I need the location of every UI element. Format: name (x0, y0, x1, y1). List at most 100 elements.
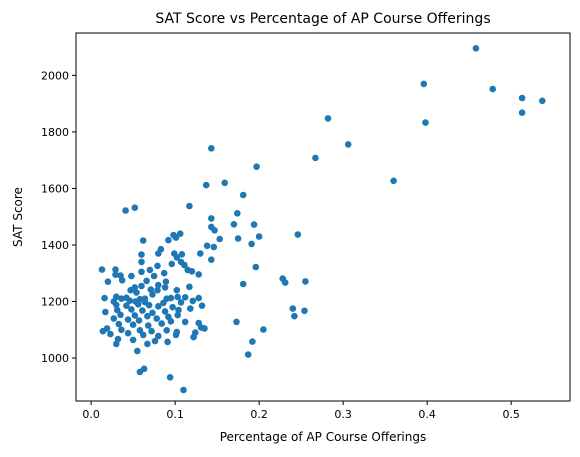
data-point (145, 322, 152, 329)
data-point (188, 268, 196, 275)
data-point (244, 351, 252, 358)
data-point (518, 109, 526, 116)
data-point (138, 251, 145, 258)
data-point (201, 325, 208, 332)
data-point (216, 235, 223, 243)
data-point (260, 326, 267, 333)
data-point (153, 315, 160, 322)
data-point (249, 338, 256, 345)
points-layer (98, 45, 546, 394)
data-point (198, 302, 206, 310)
x-tick-label: 0.1 (166, 408, 184, 421)
x-tick-label: 0.5 (502, 408, 520, 421)
data-point (422, 119, 429, 126)
data-point (149, 309, 156, 317)
data-point (210, 243, 218, 251)
data-point (143, 277, 150, 285)
data-point (181, 261, 188, 269)
data-point (138, 282, 145, 290)
data-point (98, 266, 106, 273)
data-point (163, 327, 170, 334)
data-point (110, 315, 118, 322)
data-point (131, 312, 139, 319)
y-tick-label: 2000 (41, 69, 69, 82)
data-point (181, 294, 189, 301)
data-point (127, 286, 134, 294)
data-point (123, 302, 130, 310)
data-point (175, 306, 182, 314)
data-point (139, 237, 147, 244)
x-axis-label: Percentage of AP Course Offerings (220, 430, 427, 444)
data-point (129, 321, 137, 329)
data-point (160, 299, 167, 307)
plot-area (76, 33, 570, 401)
data-point (145, 301, 153, 309)
data-point (134, 347, 141, 355)
x-tick-label: 0.4 (418, 408, 436, 421)
y-tick-label: 1200 (41, 296, 69, 309)
data-point (135, 317, 143, 324)
data-point (187, 305, 194, 312)
y-tick-label: 1000 (41, 352, 69, 365)
data-point (155, 250, 162, 257)
data-point (180, 386, 187, 394)
data-point (112, 271, 119, 279)
data-point (128, 306, 135, 313)
data-point (118, 295, 125, 303)
data-point (139, 331, 147, 339)
data-point (177, 299, 185, 306)
data-point (118, 277, 126, 284)
data-point (250, 221, 258, 228)
data-point (160, 269, 168, 277)
data-point (138, 258, 145, 266)
data-point (124, 316, 132, 323)
data-point (162, 278, 170, 286)
data-point (539, 97, 546, 105)
data-point (107, 330, 114, 338)
data-point (195, 294, 202, 302)
data-point (134, 301, 142, 308)
data-point (172, 234, 180, 241)
data-point (144, 312, 151, 320)
data-point (255, 233, 263, 240)
data-point (161, 308, 169, 315)
y-tick-label: 1400 (41, 239, 69, 252)
y-tick-label: 1600 (41, 182, 69, 195)
y-tick-label: 1800 (41, 126, 69, 139)
data-point (164, 338, 171, 346)
chart-title: SAT Score vs Percentage of AP Course Off… (155, 11, 490, 27)
data-point (167, 294, 175, 302)
x-tick-label: 0.3 (334, 408, 352, 421)
data-point (155, 332, 162, 340)
data-point (154, 286, 161, 294)
data-point (146, 266, 154, 274)
data-point (128, 272, 135, 280)
data-point (291, 312, 298, 320)
data-point (221, 179, 228, 187)
data-point (124, 329, 132, 337)
data-point (233, 318, 240, 326)
data-point (131, 204, 139, 211)
data-point (173, 286, 181, 294)
data-point (138, 268, 145, 276)
data-point (390, 177, 397, 185)
data-point (186, 202, 193, 210)
data-point (139, 307, 146, 314)
data-point (208, 145, 215, 152)
data-point (230, 221, 238, 228)
data-point (208, 256, 215, 264)
data-point (312, 154, 319, 162)
data-point (181, 318, 189, 326)
data-point (197, 250, 204, 257)
data-point (281, 279, 289, 286)
data-point (208, 215, 215, 222)
data-point (165, 236, 172, 244)
data-point (190, 333, 197, 341)
data-point (155, 281, 162, 289)
data-point (102, 308, 109, 316)
data-point (202, 181, 210, 189)
data-point (148, 327, 155, 335)
data-point (101, 294, 108, 302)
